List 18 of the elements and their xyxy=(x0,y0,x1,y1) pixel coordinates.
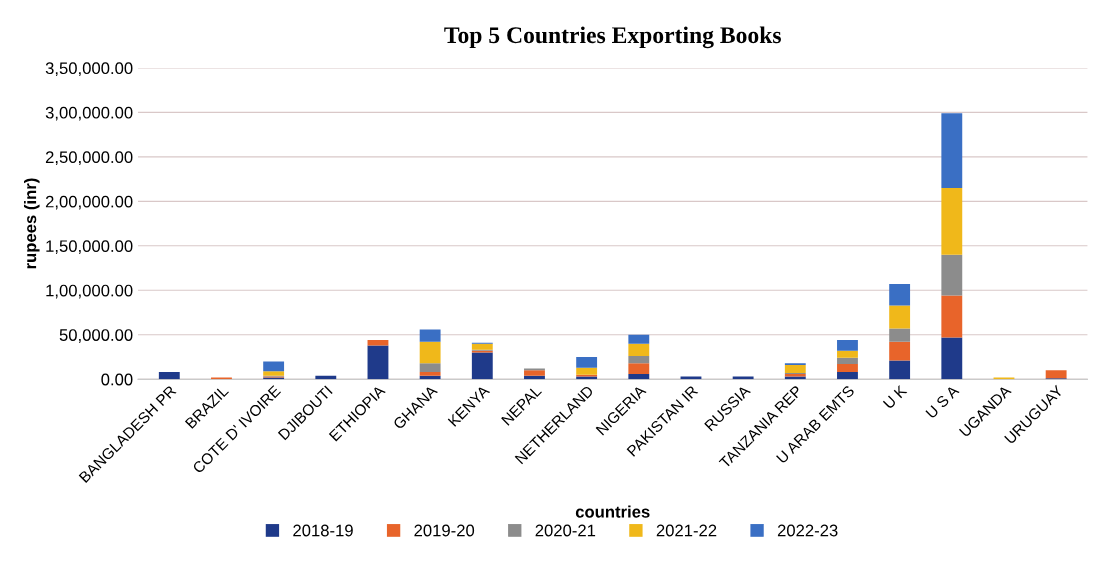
legend-label: 2018-19 xyxy=(293,524,353,537)
y-tick-label: 0.00 xyxy=(101,373,133,386)
legend-label: 2022-23 xyxy=(777,524,838,537)
y-tick-label: 1,50,000.00 xyxy=(46,240,133,254)
y-tick-label: 3,50,000.00 xyxy=(45,62,133,77)
y-tick-label: 1,00,000.00 xyxy=(46,284,133,299)
y-axis-title: rupees (inr) xyxy=(24,178,40,269)
x-tick-label: U K xyxy=(882,384,908,410)
y-tick-label: 2,00,000.00 xyxy=(45,195,133,210)
legend-label: 2019-20 xyxy=(414,524,475,537)
legend-label: 2021-22 xyxy=(656,524,717,537)
legend-label: 2020-21 xyxy=(535,524,596,537)
x-axis-title: countries xyxy=(575,505,650,518)
chart-title: Top 5 Countries Exporting Books xyxy=(444,26,781,49)
x-tick-label: U S A xyxy=(925,384,960,419)
y-tick-label: 2,50,000.00 xyxy=(45,151,133,166)
y-tick-label: 3,00,000.00 xyxy=(45,106,133,121)
y-tick-label: 50,000.00 xyxy=(59,329,133,343)
